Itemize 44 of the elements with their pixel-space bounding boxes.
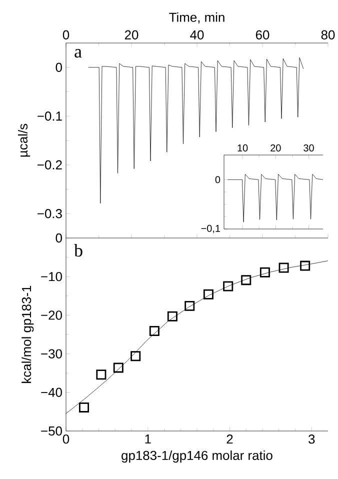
x-tick-label: 3 <box>308 434 315 444</box>
x-axis-title: Time, min <box>169 12 224 24</box>
x-tick-label: 20 <box>124 30 138 40</box>
x-tick-label: 40 <box>190 30 204 40</box>
x-tick-label: 80 <box>321 30 335 40</box>
point <box>203 289 214 300</box>
y-tick-label: −0.1 <box>38 112 62 121</box>
y-axis-title: kcal/mol gp183-1 <box>22 286 34 383</box>
point <box>223 281 234 292</box>
y-tick-label: −50 <box>41 426 62 436</box>
y-tick-label: −20 <box>41 310 62 320</box>
x-tick-label: 30 <box>304 144 314 152</box>
point <box>96 370 106 380</box>
y-tick-label: −0,1 <box>201 224 220 234</box>
point <box>113 362 124 373</box>
point <box>300 260 310 271</box>
y-tick-label: −10 <box>41 272 62 282</box>
line-series <box>227 174 324 222</box>
y-tick-label: −40 <box>41 388 62 397</box>
x-tick-label: 20 <box>270 144 281 152</box>
point <box>79 402 90 412</box>
y-tick-label: 0 <box>56 233 62 243</box>
point <box>149 326 160 336</box>
point <box>260 267 270 278</box>
x-tick-label: 60 <box>256 30 270 40</box>
x-tick-label: 0 <box>62 434 70 444</box>
x-axis-title: gp183-1/gp146 molar ratio <box>122 450 272 463</box>
x-tick-label: 0 <box>62 30 70 40</box>
y-tick-label: −30 <box>41 349 62 358</box>
y-tick-label: 0 <box>56 62 62 72</box>
point <box>184 300 195 311</box>
x-tick-label: 1 <box>145 434 151 444</box>
point <box>241 275 252 286</box>
x-tick-label: 10 <box>238 144 248 152</box>
annotation: a <box>74 49 82 58</box>
y-tick-label: −0.3 <box>38 209 62 218</box>
x-tick-label: 2 <box>226 434 233 444</box>
y-tick-label: −0.2 <box>38 160 62 170</box>
y-axis-title: µcal/s <box>18 124 30 157</box>
point <box>278 262 289 273</box>
line-series <box>88 57 304 204</box>
point <box>167 311 178 322</box>
point <box>130 351 141 362</box>
annotation: b <box>74 244 82 257</box>
